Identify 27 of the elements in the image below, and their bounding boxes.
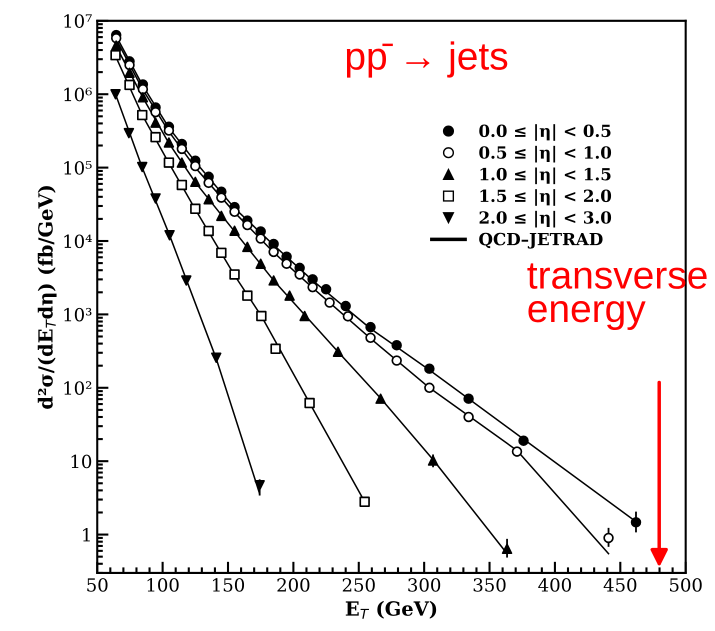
- legend-label: 0.5 ≤ |η| < 1.0: [479, 146, 612, 162]
- x-tick-label: 350: [474, 578, 506, 592]
- x-tick-label: 300: [408, 578, 440, 592]
- y-tick-label: 10⁵: [64, 161, 92, 175]
- x-tick-label: 450: [604, 578, 636, 592]
- legend-label: 1.0 ≤ |η| < 1.5: [480, 167, 611, 184]
- y-tick-label: 10⁴: [64, 234, 92, 248]
- annotation: pp̄ → jets: [346, 41, 508, 78]
- legend-label: 1.5 ≤ |η| < 2.0: [480, 189, 612, 206]
- x-tick-label: 250: [342, 578, 375, 592]
- x-axis-title: E$_{T}$ (GeV): [346, 600, 436, 619]
- y-tick-label: 10⁷: [64, 14, 92, 28]
- legend-label: QCD–JETRAD: [479, 232, 603, 249]
- x-tick-label: 500: [670, 578, 702, 592]
- legend-label: 2.0 ≤ |η| < 3.0: [480, 210, 612, 228]
- y-tick-label: 10: [72, 454, 92, 468]
- x-tick-label: 400: [538, 578, 571, 592]
- x-tick-label: 50: [87, 578, 108, 592]
- x-tick-label: 150: [212, 578, 244, 592]
- x-tick-label: 200: [277, 578, 310, 592]
- y-tick-label: 10⁶: [64, 88, 92, 102]
- y-tick-label: 10²: [64, 381, 92, 395]
- x-tick-label: 100: [148, 578, 179, 592]
- y-tick-label: 1: [83, 528, 90, 542]
- y-tick-label: 10³: [64, 308, 92, 322]
- legend-label: 0.0 ≤ |η| < 0.5: [479, 124, 611, 141]
- y-axis-title: d²σ/(dE$_{T}$dη) (fb/GeV): [38, 186, 57, 409]
